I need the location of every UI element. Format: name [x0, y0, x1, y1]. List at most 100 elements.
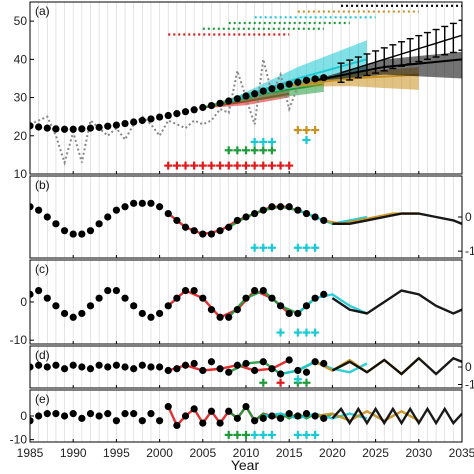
- observed-point: [86, 227, 95, 235]
- observed-point: [259, 206, 267, 214]
- observed-point: [251, 417, 259, 425]
- observed-point: [147, 313, 155, 321]
- fan-cyan: [228, 40, 367, 103]
- observed-point: [259, 358, 267, 366]
- observed-point: [43, 410, 51, 418]
- observed-point: [242, 213, 250, 221]
- observed-point: [43, 294, 51, 302]
- observed-point: [95, 412, 103, 420]
- observed-point: [35, 206, 43, 214]
- observed-point: [138, 417, 146, 425]
- panel-3: 0 -10 (c): [10, 259, 463, 347]
- panel-2: 0 -1 (b): [29, 175, 474, 259]
- observed-point: [199, 103, 207, 112]
- observed-point: [78, 414, 86, 422]
- observed-point: [86, 302, 95, 310]
- series-line-black: [332, 212, 462, 226]
- panel-label: (d): [35, 348, 50, 362]
- observed-point: [311, 358, 319, 366]
- observed-point: [164, 302, 172, 310]
- y-tick-label: -10: [10, 333, 28, 347]
- series-line-orange: [314, 409, 420, 423]
- observed-point: [69, 361, 77, 369]
- observed-point: [86, 410, 95, 418]
- observed-point: [216, 99, 224, 107]
- observed-point: [112, 361, 120, 369]
- observed-point: [30, 417, 34, 425]
- observed-point: [233, 95, 241, 103]
- observed-point: [276, 82, 285, 91]
- observed-point: [302, 76, 311, 84]
- y-tick-label-right: -1: [465, 378, 474, 392]
- x-tick-label: 1985: [17, 446, 44, 460]
- series-line-black: [331, 289, 462, 315]
- x-axis-label: Year: [231, 457, 260, 473]
- observed-point: [181, 108, 190, 116]
- x-tick-label: 2000: [146, 446, 173, 460]
- observed-point: [268, 365, 276, 373]
- x-tick-label: 1995: [103, 446, 130, 460]
- observed-point: [164, 111, 172, 120]
- observed-point: [138, 199, 146, 207]
- x-tick-label: 2025: [362, 446, 389, 460]
- observed-point: [311, 75, 319, 83]
- observed-point: [35, 361, 43, 369]
- observed-point: [320, 74, 328, 82]
- observed-point: [30, 203, 34, 211]
- observed-point: [242, 294, 250, 302]
- plot-area: [30, 402, 462, 439]
- observed-point: [104, 122, 112, 130]
- observed-point: [285, 80, 293, 88]
- observed-point: [156, 417, 164, 425]
- observed-point: [242, 92, 250, 100]
- observed-point: [156, 113, 164, 121]
- observed-point: [285, 309, 293, 318]
- observed-point: [52, 125, 60, 133]
- observed-point: [173, 294, 181, 302]
- observed-point: [95, 220, 103, 228]
- observed-point: [268, 294, 276, 302]
- y-tick-label: -10: [10, 433, 28, 447]
- y-tick-label: 40: [14, 52, 28, 66]
- observed-point: [173, 365, 181, 373]
- observed-point: [216, 313, 224, 321]
- observed-point: [225, 368, 233, 376]
- observed-point: [311, 294, 319, 302]
- observed-point: [199, 366, 207, 375]
- observed-point: [60, 309, 69, 318]
- panel-label: (c): [35, 262, 49, 276]
- observed-point: [181, 286, 190, 295]
- observed-point: [52, 361, 60, 369]
- observed-point: [156, 363, 164, 371]
- observed-point: [112, 121, 120, 129]
- observed-point: [69, 410, 77, 418]
- observed-point: [30, 363, 34, 371]
- observed-point: [69, 125, 77, 133]
- observed-point: [207, 230, 216, 238]
- observed-point: [164, 402, 172, 411]
- observed-point: [164, 366, 172, 375]
- observed-point: [60, 412, 69, 420]
- x-tick-label: 2015: [276, 446, 303, 460]
- observed-point: [121, 363, 129, 371]
- observed-point: [78, 363, 86, 371]
- observed-point: [190, 405, 198, 413]
- observed-point: [233, 361, 241, 369]
- observed-point: [30, 290, 34, 298]
- observed-point: [320, 290, 328, 298]
- observed-point: [285, 203, 293, 211]
- observed-point: [35, 412, 43, 420]
- observed-point: [173, 421, 181, 430]
- observed-point: [242, 359, 250, 368]
- x-tick-label: 2005: [189, 446, 216, 460]
- observed-point: [268, 203, 276, 211]
- observed-point: [276, 370, 285, 378]
- observed-point: [156, 203, 164, 211]
- observed-point: [225, 313, 233, 321]
- observed-point: [216, 227, 224, 235]
- observed-point: [294, 412, 302, 420]
- observed-point: [199, 230, 207, 238]
- observed-point: [225, 407, 233, 415]
- observed-point: [294, 366, 302, 375]
- observed-point: [60, 125, 69, 133]
